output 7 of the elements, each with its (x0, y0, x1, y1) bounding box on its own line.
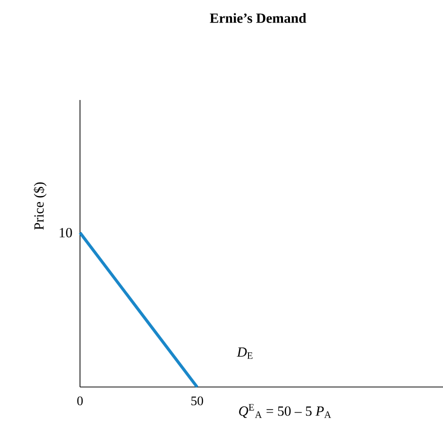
annotation: D$_{E}$ (236, 348, 252, 359)
y-axis-title: Price ($) (33, 182, 47, 230)
x-tick-label: 0 (77, 396, 83, 406)
chart-title: Ernie’s Demand (210, 13, 306, 23)
text: 10 (60, 228, 72, 238)
x-tick-label: 50 (191, 396, 204, 406)
x-axis-title: Q$^{E}$$_{A}$ = 50 – 5 P$_{A}$ (239, 404, 332, 418)
